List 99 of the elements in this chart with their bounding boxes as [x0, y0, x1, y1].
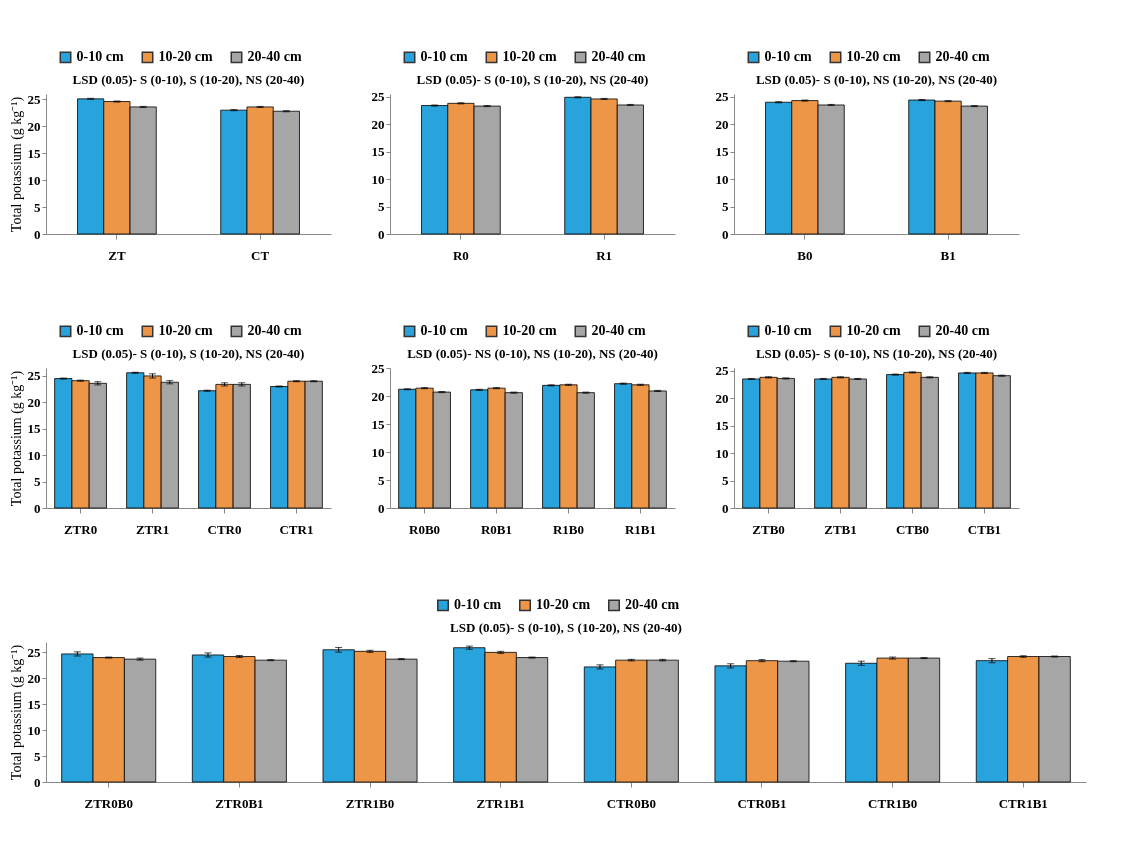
x-tick-label: CTR0 — [207, 521, 242, 537]
y-tick-label: 25 — [371, 89, 385, 105]
legend-label: 10-20 cm — [846, 49, 901, 65]
legend-label: 0-10 cm — [420, 49, 468, 65]
x-tick-label: CTR1B1 — [998, 795, 1048, 811]
y-tick-label: 5 — [722, 199, 729, 215]
y-tick-label: 15 — [715, 418, 729, 434]
x-tick-label: CT — [251, 247, 270, 263]
x-tick-label: ZTR0B1 — [215, 795, 264, 811]
y-tick-label: 25 — [27, 368, 41, 384]
legend-label: 0-10 cm — [764, 49, 812, 65]
y-tick-label: 20 — [715, 390, 729, 406]
x-tick-label: CTR0B1 — [737, 795, 787, 811]
y-tick-label: 25 — [715, 363, 729, 379]
legend-label: 10-20 cm — [158, 49, 213, 65]
x-tick-label: CTB0 — [895, 521, 930, 537]
y-tick-label: 0 — [722, 226, 729, 242]
legend-label: 0-10 cm — [76, 49, 124, 65]
y-tick-label: 15 — [715, 144, 729, 160]
y-tick-label: 25 — [715, 89, 729, 105]
y-tick-label: 10 — [27, 172, 41, 188]
x-tick-label: R0B0 — [409, 521, 441, 537]
y-tick-label: 15 — [371, 144, 385, 160]
x-tick-label: ZT — [108, 247, 126, 263]
y-axis-title: Total potassium (g kg⁻¹) — [8, 96, 25, 233]
y-tick-label: 10 — [27, 447, 41, 463]
x-tick-label: R0 — [452, 247, 469, 263]
legend-label: 20-40 cm — [247, 49, 302, 65]
y-tick-label: 5 — [378, 472, 385, 488]
y-axis-title: Total potassium (g kg⁻¹) — [8, 644, 25, 781]
x-tick-label: R1 — [596, 247, 613, 263]
x-tick-label: ZTB0 — [752, 521, 785, 537]
legend-label: 10-20 cm — [846, 323, 901, 339]
x-tick-label: ZTR1 — [135, 521, 170, 537]
y-tick-label: 25 — [27, 644, 41, 660]
y-tick-label: 5 — [34, 748, 41, 764]
y-tick-label: 5 — [34, 199, 41, 215]
text: LSD (0.05)- S (0-10), S (10-20), NS (20-40) — [416, 72, 649, 87]
y-tick-label: 0 — [378, 226, 385, 242]
text: LSD (0.05)- S (0-10), NS (10-20), NS (20-40) — [755, 346, 998, 361]
y-tick-label: 15 — [27, 421, 41, 437]
x-tick-label: ZTR0 — [63, 521, 98, 537]
y-tick-label: 10 — [371, 444, 385, 460]
y-tick-label: 5 — [34, 474, 41, 490]
y-tick-label: 20 — [27, 118, 41, 134]
x-tick-label: ZTB1 — [824, 521, 857, 537]
text: LSD (0.05)- S (0-10), S (10-20), NS (20-40) — [72, 72, 305, 87]
x-tick-label: ZTR1B1 — [476, 795, 525, 811]
legend-label: 20-40 cm — [591, 49, 646, 65]
text: LSD (0.05)- S (0-10), S (10-20), NS (20-40) — [72, 346, 305, 361]
legend-label: 20-40 cm — [935, 49, 990, 65]
x-tick-label: R0B1 — [480, 521, 513, 537]
y-tick-label: 0 — [378, 500, 385, 516]
x-tick-label: B0 — [797, 247, 813, 263]
legend-label: 10-20 cm — [536, 597, 591, 613]
y-tick-label: 20 — [27, 670, 41, 686]
y-tick-label: 0 — [34, 774, 41, 790]
text: LSD (0.05)- NS (0-10), NS (10-20), NS (20-40) — [407, 346, 658, 361]
x-tick-label: CTR0B0 — [606, 795, 656, 811]
legend-label: 20-40 cm — [591, 323, 646, 339]
legend-label: 10-20 cm — [158, 323, 213, 339]
y-tick-label: 5 — [378, 199, 385, 215]
y-tick-label: 10 — [715, 445, 729, 461]
y-tick-label: 10 — [715, 171, 729, 187]
y-tick-label: 0 — [34, 226, 41, 242]
legend-label: 20-40 cm — [247, 323, 302, 339]
x-tick-label: CTR1B0 — [868, 795, 918, 811]
y-tick-label: 25 — [371, 360, 385, 376]
x-tick-label: B1 — [940, 247, 956, 263]
y-tick-label: 20 — [715, 116, 729, 132]
y-tick-label: 20 — [371, 116, 385, 132]
y-tick-label: 5 — [722, 473, 729, 489]
y-tick-label: 15 — [371, 416, 385, 432]
y-tick-label: 20 — [27, 394, 41, 410]
y-tick-label: 20 — [371, 388, 385, 404]
y-tick-label: 15 — [27, 696, 41, 712]
text: LSD (0.05)- S (0-10), S (10-20), NS (20-40) — [450, 620, 682, 635]
text: LSD (0.05)- S (0-10), NS (10-20), NS (20-40) — [755, 72, 998, 87]
legend-label: 20-40 cm — [935, 323, 990, 339]
legend-label: 0-10 cm — [454, 597, 502, 613]
x-tick-label: R1B1 — [624, 521, 656, 537]
y-tick-label: 0 — [722, 500, 729, 516]
x-tick-label: ZTR0B0 — [84, 795, 133, 811]
x-tick-label: ZTR1B0 — [345, 795, 395, 811]
y-tick-label: 10 — [27, 722, 41, 738]
legend-label: 10-20 cm — [502, 49, 557, 65]
legend-label: 0-10 cm — [420, 323, 468, 339]
y-tick-label: 15 — [27, 145, 41, 161]
y-tick-label: 25 — [27, 91, 41, 107]
legend-label: 0-10 cm — [764, 323, 812, 339]
x-tick-label: CTB1 — [967, 521, 1002, 537]
y-tick-label: 10 — [371, 171, 385, 187]
x-tick-label: CTR1 — [279, 521, 314, 537]
y-tick-label: 0 — [34, 500, 41, 516]
y-axis-title: Total potassium (g kg⁻¹) — [8, 370, 25, 507]
legend-label: 20-40 cm — [625, 597, 680, 613]
x-tick-label: R1B0 — [552, 521, 585, 537]
legend-label: 10-20 cm — [502, 323, 557, 339]
legend-label: 0-10 cm — [76, 323, 124, 339]
